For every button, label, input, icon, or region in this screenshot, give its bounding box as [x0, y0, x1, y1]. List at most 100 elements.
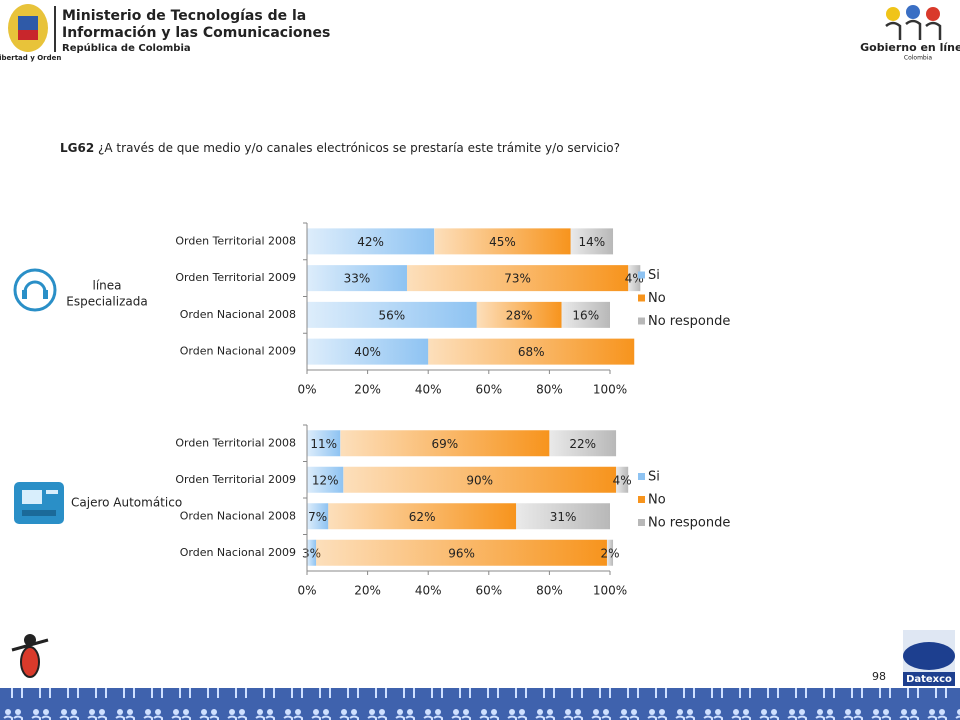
legend-swatch [638, 519, 645, 526]
ministry-line: Ministerio de Tecnologías de la [62, 8, 306, 24]
bar-segment [307, 265, 407, 292]
bar-segment [328, 503, 517, 530]
value-label: 56% [379, 308, 406, 322]
ministry-logo: Libertad y Orden [0, 4, 61, 62]
legend-swatch [638, 271, 645, 279]
bar-segment [343, 466, 617, 493]
page-number: 98 [872, 670, 886, 683]
value-label: 4% [613, 473, 632, 487]
motto: Libertad y Orden [0, 54, 61, 62]
value-label: 7% [308, 510, 327, 524]
x-tick-label: 80% [536, 383, 563, 397]
value-label: 33% [344, 272, 371, 286]
value-label: 42% [357, 235, 384, 249]
value-label: 73% [504, 272, 531, 286]
bar-segment [307, 430, 341, 457]
value-label: 68% [518, 345, 545, 359]
divider [54, 6, 56, 52]
legend-swatch [638, 496, 645, 503]
legend-label: No [648, 291, 666, 306]
bar-segment [570, 228, 614, 255]
category-label: Orden Nacional 2009 [180, 345, 296, 358]
category-label: Orden Nacional 2009 [180, 546, 296, 559]
headset-icon [13, 268, 57, 312]
value-label: 14% [578, 235, 605, 249]
bar-segment [307, 539, 317, 566]
datexco-logo: Datexco [903, 630, 955, 686]
bar-segment [434, 228, 571, 255]
bar-segment [307, 228, 435, 255]
x-tick-label: 40% [415, 584, 442, 598]
legend-swatch [638, 294, 645, 302]
category-label: Orden Territorial 2008 [175, 234, 296, 247]
value-label: 2% [600, 546, 619, 560]
value-label: 31% [550, 510, 577, 524]
figure-logo [11, 634, 49, 678]
bar-segment [561, 301, 610, 328]
value-label: 22% [569, 437, 596, 451]
footer-band [0, 688, 960, 720]
section-label: línea [92, 279, 121, 293]
bar-segment [628, 265, 641, 292]
x-tick-label: 60% [475, 584, 502, 598]
x-tick-label: 0% [297, 383, 316, 397]
legend-label: No [648, 493, 666, 508]
legend-label: No responde [648, 516, 730, 531]
bar-segment [549, 430, 617, 457]
gov-name: Gobierno en línea [860, 41, 960, 54]
legend-swatch [638, 317, 645, 325]
bar-segment [340, 430, 550, 457]
bar-segment [476, 301, 562, 328]
question-code: LG62 [60, 141, 94, 155]
bar-segment [307, 466, 344, 493]
bar-segment [307, 301, 477, 328]
value-label: 16% [572, 308, 599, 322]
bar-segment [316, 539, 607, 566]
category-label: Orden Territorial 2009 [175, 271, 296, 284]
bar-segment [606, 539, 614, 566]
atm-icon [14, 482, 64, 524]
legend-label: No responde [648, 314, 730, 329]
value-label: 40% [354, 345, 381, 359]
category-label: Orden Nacional 2008 [180, 509, 296, 522]
x-tick-label: 100% [593, 383, 627, 397]
question-text: ¿A través de que medio y/o canales elect… [98, 141, 620, 155]
x-tick-label: 0% [297, 584, 316, 598]
category-label: Orden Nacional 2008 [180, 308, 296, 321]
bar-segment [307, 338, 429, 365]
bar-segment [616, 466, 629, 493]
value-label: 96% [448, 546, 475, 560]
x-tick-label: 40% [415, 383, 442, 397]
section-label: Cajero Automático [71, 496, 182, 510]
value-label: 45% [489, 235, 516, 249]
bar-segment [406, 265, 629, 292]
value-label: 90% [466, 473, 493, 487]
value-label: 62% [409, 510, 436, 524]
bar-segment [516, 503, 610, 530]
legend-swatch [638, 473, 645, 480]
legend-label: Si [648, 470, 660, 485]
value-label: 69% [432, 437, 459, 451]
x-tick-label: 20% [354, 383, 381, 397]
gov-country: Colombia [904, 55, 933, 62]
ministry-line: Información y las Comunicaciones [62, 25, 330, 41]
value-label: 12% [312, 473, 339, 487]
gov-logo: Gobierno en línea Colombia [860, 5, 960, 62]
republic: República de Colombia [62, 42, 191, 54]
question: LG62 ¿A través de que medio y/o canales … [60, 141, 620, 155]
x-tick-label: 100% [593, 584, 627, 598]
x-tick-label: 20% [354, 584, 381, 598]
x-tick-label: 60% [475, 383, 502, 397]
bar-segment [428, 338, 635, 365]
x-tick-label: 80% [536, 584, 563, 598]
category-label: Orden Territorial 2008 [175, 436, 296, 449]
datexco-name: Datexco [906, 674, 952, 685]
section-label: Especializada [66, 295, 147, 309]
bar-segment [307, 503, 329, 530]
value-label: 11% [310, 437, 337, 451]
legend-label: Si [648, 268, 660, 283]
category-label: Orden Territorial 2009 [175, 473, 296, 486]
value-label: 28% [506, 308, 533, 322]
